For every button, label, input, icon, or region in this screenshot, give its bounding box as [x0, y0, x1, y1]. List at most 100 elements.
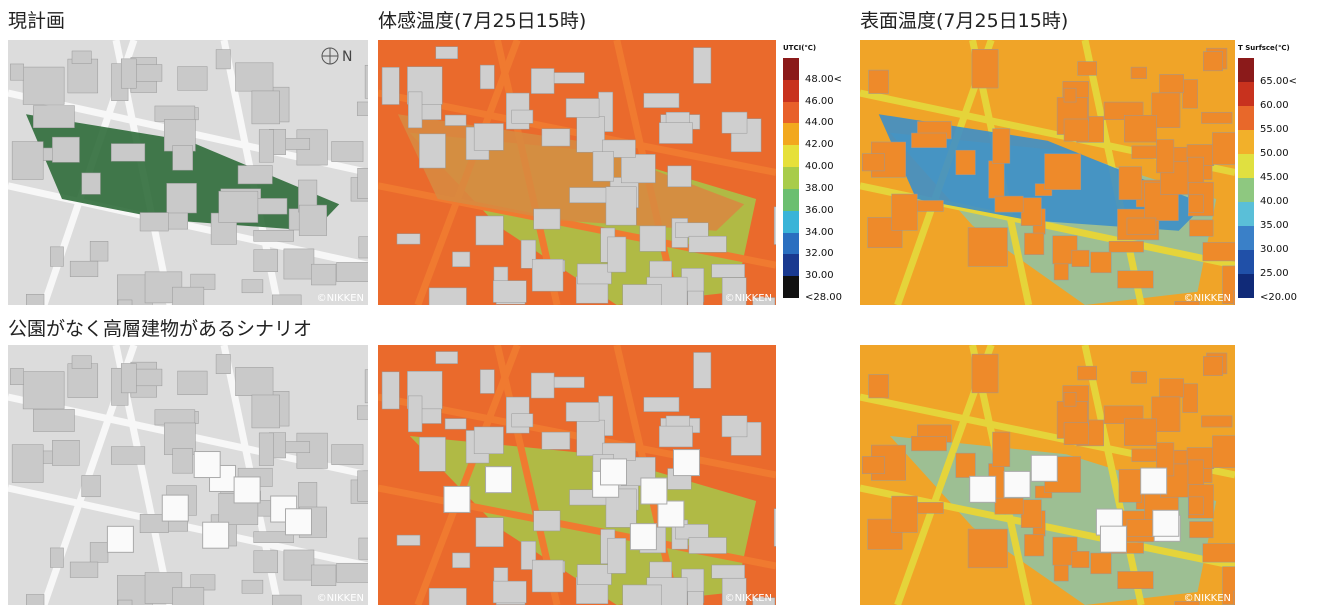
building — [1063, 422, 1089, 445]
building — [396, 534, 421, 546]
building — [364, 369, 368, 404]
building — [258, 432, 274, 466]
building — [992, 431, 1011, 467]
building — [1156, 139, 1175, 174]
building — [473, 426, 504, 454]
building — [241, 579, 264, 594]
legend-swatch — [783, 123, 799, 146]
legend-label: 36.00 — [805, 204, 834, 216]
building — [967, 227, 1008, 267]
building — [364, 64, 368, 99]
building — [479, 369, 495, 394]
legend-label: 44.00 — [805, 117, 834, 129]
building — [577, 564, 612, 585]
building — [357, 167, 368, 199]
building — [868, 69, 889, 94]
building — [721, 111, 748, 134]
building — [607, 236, 627, 273]
building — [675, 222, 709, 238]
building — [1189, 521, 1214, 539]
building — [22, 371, 65, 410]
building — [241, 279, 264, 294]
building — [569, 187, 611, 204]
building — [576, 116, 605, 153]
building — [50, 547, 64, 568]
building — [1124, 115, 1157, 143]
building — [283, 248, 315, 280]
building — [331, 141, 364, 162]
building — [396, 233, 421, 245]
building — [154, 105, 196, 122]
building — [356, 405, 368, 420]
building — [69, 260, 99, 277]
credit: ©NIKKEN — [725, 593, 772, 604]
building — [1202, 242, 1235, 262]
building — [1159, 74, 1185, 94]
building — [69, 561, 99, 578]
legend-swatch — [783, 58, 799, 80]
building — [1024, 534, 1045, 557]
building — [475, 517, 504, 547]
building — [452, 552, 471, 568]
building — [531, 559, 564, 593]
building — [237, 165, 273, 185]
building — [52, 440, 80, 466]
building — [89, 542, 109, 563]
tower — [1003, 470, 1031, 498]
building — [117, 599, 133, 605]
building — [911, 436, 947, 452]
legend-label: 50.00 — [1260, 148, 1289, 159]
building — [1182, 79, 1198, 109]
building — [868, 374, 889, 399]
building — [215, 49, 231, 70]
building — [52, 136, 80, 163]
north-symbol — [322, 48, 338, 64]
legend-swatch — [1238, 274, 1254, 298]
building — [971, 49, 999, 89]
building — [253, 249, 278, 272]
building — [994, 195, 1024, 213]
legend-swatch — [1238, 154, 1254, 178]
building — [1201, 111, 1233, 124]
building — [172, 286, 205, 305]
building — [688, 537, 727, 554]
building — [120, 58, 137, 89]
building — [1174, 301, 1200, 305]
building — [166, 183, 197, 214]
road — [1081, 345, 1145, 605]
legend-swatch — [1238, 58, 1254, 82]
building — [1130, 371, 1147, 384]
building — [711, 564, 745, 579]
building — [607, 537, 627, 574]
building — [407, 371, 443, 410]
building — [622, 584, 662, 605]
building — [67, 58, 99, 94]
building — [592, 151, 614, 182]
building — [553, 72, 585, 84]
legend-swatch — [783, 145, 799, 168]
legend-swatch — [1238, 202, 1254, 226]
building — [658, 122, 693, 144]
building — [688, 235, 727, 253]
utci-header: 体感温度(7月25日15時) — [378, 10, 587, 32]
building — [1212, 132, 1235, 165]
building — [251, 90, 280, 125]
tower — [657, 500, 685, 528]
building — [992, 128, 1011, 164]
building — [1071, 550, 1090, 569]
building — [621, 154, 656, 184]
building — [1108, 241, 1144, 253]
road — [414, 345, 521, 605]
building — [721, 277, 747, 305]
building — [752, 297, 776, 305]
building — [721, 577, 747, 605]
building — [258, 129, 274, 163]
building — [862, 153, 885, 172]
building — [331, 444, 364, 465]
scenario-label: 公園がなく高層建物があるシナリオ — [8, 318, 313, 340]
legend-label: <20.00 — [1260, 292, 1298, 303]
building — [253, 531, 294, 543]
building — [721, 415, 748, 438]
building — [988, 160, 1005, 199]
